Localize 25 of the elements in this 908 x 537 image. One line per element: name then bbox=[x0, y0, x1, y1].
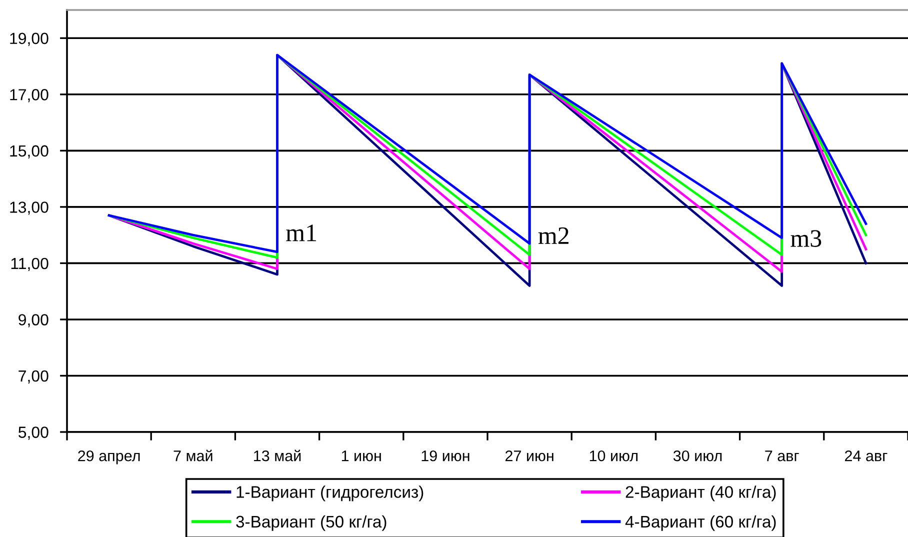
legend-label: 3-Вариант (50 кг/га) bbox=[236, 515, 386, 531]
y-tick-label: 19,00 bbox=[10, 32, 48, 46]
x-tick-label: 30 июл bbox=[673, 450, 722, 462]
annotation: m1 bbox=[286, 224, 316, 242]
x-tick-label: 24 авг bbox=[845, 450, 888, 462]
legend-label: 2-Вариант (40 кг/га) bbox=[626, 486, 776, 502]
y-tick-label: 7,00 bbox=[18, 370, 48, 384]
y-tick-label: 11,00 bbox=[11, 258, 48, 272]
annotation: m3 bbox=[790, 230, 822, 247]
x-tick-label: 7 май bbox=[174, 450, 212, 462]
x-tick-label: 13 май bbox=[254, 450, 301, 462]
y-tick-label: 9,00 bbox=[18, 314, 48, 328]
y-tick-label: 13,00 bbox=[10, 202, 48, 215]
x-tick-label: 10 июл bbox=[590, 450, 638, 462]
y-tick-label: 15,00 bbox=[10, 145, 48, 158]
x-tick-label: 29 апрел bbox=[78, 450, 140, 464]
y-tick-label: 17,00 bbox=[10, 89, 48, 102]
legend-label: 4-Вариант (60 кг/га) bbox=[625, 515, 776, 531]
x-tick-label: 27 июн bbox=[505, 450, 554, 462]
x-tick-label: 7 авг bbox=[765, 450, 799, 462]
x-tick-label: 19 июн bbox=[422, 450, 470, 462]
legend-label: 1-Вариант (гидрогелсиз) bbox=[236, 486, 424, 502]
y-tick-label: 5,00 bbox=[18, 426, 48, 440]
annotation: m2 bbox=[538, 227, 568, 244]
x-tick-label: 1 июн bbox=[342, 450, 381, 462]
